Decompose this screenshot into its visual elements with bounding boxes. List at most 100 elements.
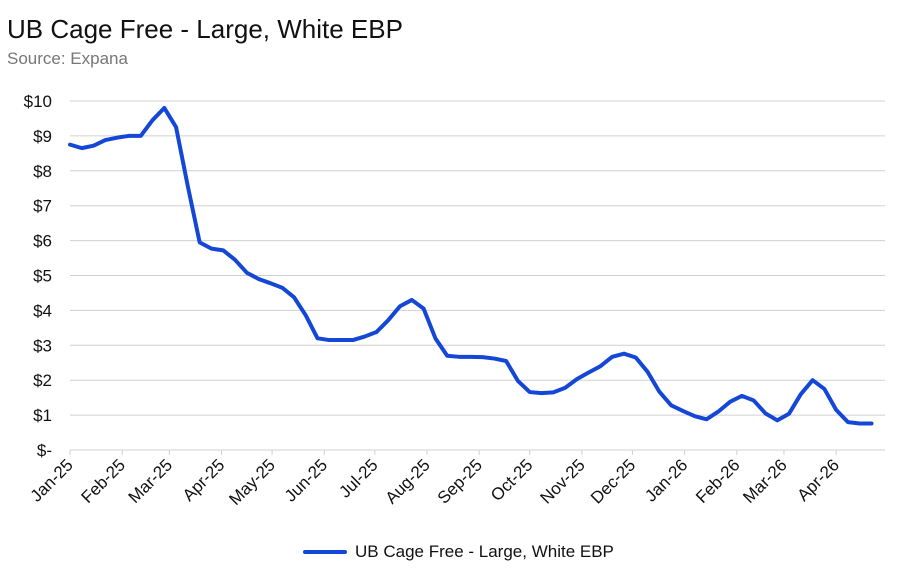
y-tick-label: $2 — [33, 371, 52, 390]
data-point — [410, 298, 414, 302]
x-tick-label: Mar-25 — [125, 455, 177, 507]
data-point — [846, 420, 850, 424]
data-point — [221, 248, 225, 252]
data-point — [292, 295, 296, 299]
data-point — [398, 304, 402, 308]
data-point — [752, 398, 756, 402]
data-point — [787, 412, 791, 416]
data-point — [870, 421, 874, 425]
x-tick-label: Apr-25 — [179, 455, 229, 505]
x-tick-label: Jul-25 — [335, 455, 381, 501]
data-point — [268, 281, 272, 285]
data-point — [233, 258, 237, 262]
data-point — [422, 307, 426, 311]
data-point — [669, 403, 673, 407]
data-point — [481, 355, 485, 359]
chart-title: UB Cage Free - Large, White EBP — [7, 14, 403, 44]
data-point — [174, 125, 178, 129]
data-point — [657, 390, 661, 394]
y-tick-label: $7 — [33, 197, 52, 216]
y-tick-label: $5 — [33, 267, 52, 286]
data-point — [834, 408, 838, 412]
y-tick-label: $3 — [33, 336, 52, 355]
data-point — [139, 134, 143, 138]
data-point — [740, 394, 744, 398]
x-tick-label: Dec-25 — [587, 455, 639, 507]
data-point — [551, 390, 555, 394]
data-point — [811, 378, 815, 382]
data-point — [492, 357, 496, 361]
x-tick-label: Oct-25 — [487, 455, 537, 505]
data-point — [80, 146, 84, 150]
data-point — [799, 392, 803, 396]
y-tick-label: $1 — [33, 406, 52, 425]
y-tick-label: $10 — [24, 92, 52, 111]
data-point — [681, 409, 685, 413]
data-point — [280, 286, 284, 290]
data-point — [127, 134, 131, 138]
data-point — [705, 417, 709, 421]
data-point — [374, 330, 378, 334]
chart-legend: UB Cage Free - Large, White EBP — [303, 542, 614, 562]
data-point — [327, 338, 331, 342]
data-point — [115, 136, 119, 140]
x-tick-label: Feb-25 — [77, 455, 129, 507]
data-point — [245, 271, 249, 275]
data-point — [209, 247, 213, 251]
data-point — [598, 364, 602, 368]
y-tick-label: $- — [37, 441, 52, 460]
x-tick-label: Apr-26 — [793, 455, 843, 505]
x-tick-label: Sep-25 — [434, 455, 486, 507]
data-point — [516, 379, 520, 383]
data-point — [528, 390, 532, 394]
data-point — [433, 336, 437, 340]
data-point — [728, 400, 732, 404]
data-point — [504, 359, 508, 363]
y-tick-label: $4 — [33, 301, 52, 320]
data-point — [469, 355, 473, 359]
data-point — [151, 118, 155, 122]
chart-subtitle: Source: Expana — [7, 49, 128, 68]
data-point — [587, 371, 591, 375]
legend-label: UB Cage Free - Large, White EBP — [355, 542, 614, 561]
data-point — [763, 411, 767, 415]
x-tick-label: Jun-25 — [281, 455, 331, 505]
legend-swatch — [303, 550, 347, 554]
x-tick-label: Feb-26 — [692, 455, 744, 507]
data-point — [304, 313, 308, 317]
data-point — [103, 138, 107, 142]
data-point — [68, 143, 72, 147]
data-point — [539, 391, 543, 395]
data-point — [186, 185, 190, 189]
y-tick-label: $8 — [33, 162, 52, 181]
data-point — [457, 355, 461, 359]
data-point — [646, 370, 650, 374]
data-point — [162, 106, 166, 110]
data-point — [563, 386, 567, 390]
data-point — [445, 354, 449, 358]
data-point — [775, 418, 779, 422]
data-point — [634, 356, 638, 360]
data-point — [386, 318, 390, 322]
data-point — [622, 352, 626, 356]
data-point — [363, 335, 367, 339]
data-point — [339, 338, 343, 342]
data-point — [610, 355, 614, 359]
y-tick-label: $6 — [33, 232, 52, 251]
data-point — [858, 421, 862, 425]
data-point — [575, 377, 579, 381]
data-point — [92, 144, 96, 148]
x-tick-label: Nov-25 — [537, 455, 589, 507]
data-point — [716, 410, 720, 414]
x-tick-label: May-25 — [225, 455, 279, 509]
y-tick-label: $9 — [33, 127, 52, 146]
x-tick-label: Mar-26 — [739, 455, 791, 507]
data-point — [316, 336, 320, 340]
data-point — [693, 414, 697, 418]
data-point — [822, 387, 826, 391]
x-tick-label: Jan-25 — [27, 455, 77, 505]
data-point — [351, 338, 355, 342]
data-point — [198, 240, 202, 244]
series-line — [68, 105, 874, 426]
